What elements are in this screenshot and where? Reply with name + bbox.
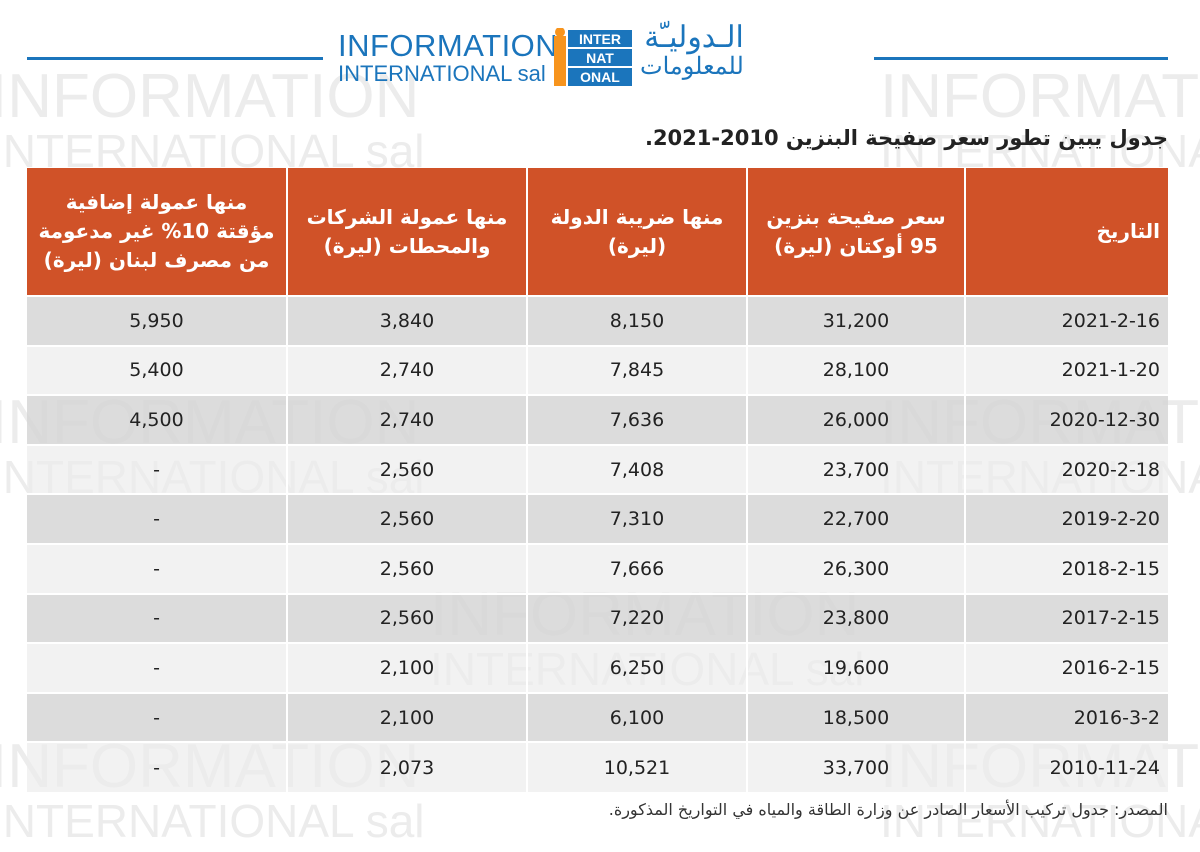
svg-text:NAT: NAT [586,50,614,66]
cell-date: 2020-2-18 [964,443,1168,495]
table-row: 2020-12-30 26,000 7,636 2,740 4,500 [27,394,1168,445]
column-header-commission: منها عمولة الشركات والمحطات (ليرة) [286,168,527,296]
cell-commission: 2,100 [286,691,527,743]
cell-commission: 2,560 [286,592,527,644]
column-header-state-tax: منها ضريبة الدولة (ليرة) [526,168,747,296]
cell-extra-commission: 4,500 [27,394,287,445]
cell-price: 33,700 [746,741,965,792]
cell-date: 2021-1-20 [964,344,1168,396]
cell-commission: 2,560 [286,493,527,544]
cell-state-tax: 6,250 [526,642,747,693]
cell-price: 18,500 [746,691,965,743]
cell-date: 2017-2-15 [964,592,1168,644]
cell-state-tax: 7,666 [526,542,747,594]
logo-arabic: الـدوليـّة للمعلومات [640,20,744,80]
table-row: 2010-11-24 33,700 10,521 2,073- [27,741,1168,792]
cell-price: 28,100 [746,344,965,396]
cell-state-tax: 7,636 [526,394,747,445]
cell-commission: 2,073 [286,741,527,792]
cell-commission: 2,740 [286,394,527,445]
source-note: المصدر: جدول تركيب الأسعار الصادر عن وزا… [608,800,1168,819]
table-row: 2021-1-20 28,100 7,845 2,740 5,400 [27,344,1168,396]
column-header-extra-commission: منها عمولة إضافية مؤقتة 10% غير مدعومة م… [27,168,287,296]
table-row: 2021-2-16 31,200 8,150 3,840 5,950 [27,295,1168,346]
logo-english: INFORMATION INTERNATIONAL sal [338,28,559,86]
cell-extra-commission: 5,950 [27,295,287,346]
cell-price: 22,700 [746,493,965,544]
cell-extra-commission: - [27,542,287,594]
cell-commission: 2,560 [286,542,527,594]
cell-date: 2018-2-15 [964,542,1168,594]
header-rule-right [874,57,1168,60]
svg-text:ONAL: ONAL [580,69,620,85]
cell-price: 23,700 [746,443,965,495]
watermark-logo: INFORMATION INTERNATIONAL sal [0,62,425,177]
cell-commission: 2,560 [286,443,527,495]
column-header-date: التاريخ [964,168,1168,296]
svg-text:INTER: INTER [579,31,621,47]
cell-date: 2010-11-24 [964,741,1168,792]
cell-price: 19,600 [746,642,965,693]
cell-date: 2016-2-15 [964,642,1168,693]
table-header-row: التاريخ سعر صفيحة بنزين 95 أوكتان (ليرة)… [27,168,1168,296]
watermark-logo: INFORMATION INTERNATIONAL sal [880,62,1200,177]
table-row: 2016-3-2 18,500 6,100 2,100- [27,691,1168,743]
cell-state-tax: 7,845 [526,344,747,396]
table-row: 2016-2-15 19,600 6,250 2,100- [27,642,1168,693]
page-title: جدول يبين تطور سعر صفيحة البنزين 2010-20… [644,126,1168,150]
cell-commission: 3,840 [286,295,527,346]
cell-state-tax: 10,521 [526,741,747,792]
table-row: 2017-2-15 23,800 7,220 2,560- [27,592,1168,644]
cell-extra-commission: - [27,493,287,544]
table-row: 2020-2-18 23,700 7,408 2,560- [27,443,1168,495]
column-header-price: سعر صفيحة بنزين 95 أوكتان (ليرة) [746,168,965,296]
cell-date: 2021-2-16 [964,295,1168,346]
cell-commission: 2,740 [286,344,527,396]
cell-date: 2020-12-30 [964,394,1168,445]
cell-date: 2016-3-2 [964,691,1168,743]
header-rule-left [27,57,323,60]
cell-extra-commission: - [27,741,287,792]
cell-price: 26,000 [746,394,965,445]
cell-extra-commission: - [27,691,287,743]
cell-state-tax: 7,408 [526,443,747,495]
table-row: 2018-2-15 26,300 7,666 2,560- [27,542,1168,594]
cell-state-tax: 6,100 [526,691,747,743]
cell-extra-commission: - [27,592,287,644]
cell-price: 31,200 [746,295,965,346]
cell-state-tax: 7,220 [526,592,747,644]
cell-date: 2019-2-20 [964,493,1168,544]
cell-extra-commission: - [27,443,287,495]
table-row: 2019-2-20 22,700 7,310 2,560- [27,493,1168,544]
logo-mark-icon: INTER NAT ONAL [554,28,632,86]
cell-extra-commission: - [27,642,287,693]
cell-commission: 2,100 [286,642,527,693]
fuel-price-table: التاريخ سعر صفيحة بنزين 95 أوكتان (ليرة)… [27,168,1168,792]
cell-price: 23,800 [746,592,965,644]
cell-state-tax: 7,310 [526,493,747,544]
cell-extra-commission: 5,400 [27,344,287,396]
cell-state-tax: 8,150 [526,295,747,346]
cell-price: 26,300 [746,542,965,594]
